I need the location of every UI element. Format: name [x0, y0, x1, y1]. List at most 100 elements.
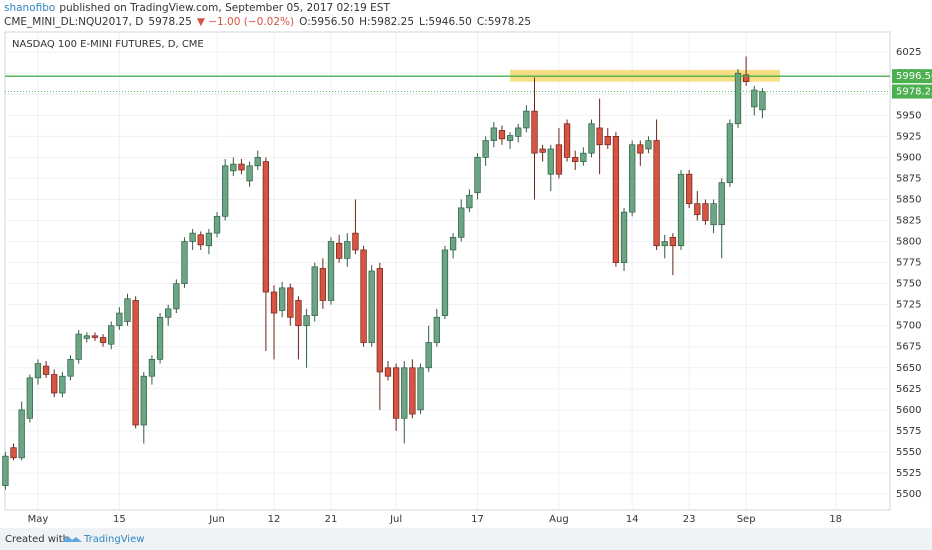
last-price: 5978.25	[148, 16, 191, 28]
x-tick-label: 23	[683, 514, 696, 525]
candle-body	[270, 291, 278, 314]
candle-body	[629, 144, 636, 213]
candle-body	[230, 163, 237, 172]
change: ▼ −1.00 (−0.02%)	[197, 16, 294, 28]
candle-body	[189, 232, 196, 242]
candle-body	[417, 367, 424, 411]
candle-body	[441, 249, 449, 316]
candle-body	[734, 72, 742, 125]
candle-body	[718, 182, 725, 226]
candle-body	[686, 173, 693, 205]
x-tick-label: 14	[626, 514, 639, 525]
candle-body	[539, 148, 546, 153]
candle-body	[352, 232, 359, 251]
candle-body	[392, 367, 400, 419]
candle-body	[604, 136, 611, 146]
candle-body	[254, 157, 261, 167]
candle-body	[384, 367, 392, 377]
candle-body	[751, 89, 758, 108]
candle-body	[148, 359, 156, 377]
candle-body	[482, 140, 489, 158]
low-label: L:5946.50	[419, 16, 472, 28]
y-tick-label: 5775	[896, 258, 921, 269]
candle-body	[34, 363, 42, 379]
level-label: 5978.25	[896, 87, 932, 98]
candle-body	[246, 165, 253, 182]
candle-body	[376, 268, 383, 373]
candle-body	[661, 241, 668, 247]
level-label: 5996.50	[896, 71, 932, 82]
candle-body	[10, 447, 17, 459]
candle-body	[572, 157, 579, 162]
candle-body	[287, 287, 294, 318]
x-tick-label: 15	[113, 514, 126, 525]
candle-body	[458, 207, 465, 238]
candle-body	[702, 203, 709, 221]
candle-body	[99, 337, 107, 343]
y-tick-label: 5500	[896, 489, 921, 500]
candle-body	[531, 110, 538, 154]
candle-body	[319, 268, 327, 301]
y-tick-label: 5750	[896, 279, 921, 290]
candle-body	[637, 144, 644, 154]
candle-body	[91, 335, 99, 338]
candle-body	[42, 365, 50, 375]
y-tick-label: 5525	[896, 468, 921, 479]
candle-body	[156, 316, 164, 360]
candle-body	[165, 308, 172, 318]
y-tick-label: 5925	[896, 131, 921, 142]
y-tick-label: 5825	[896, 216, 921, 227]
y-tick-label: 5625	[896, 384, 921, 395]
candle-body	[262, 161, 270, 293]
candle-body	[205, 232, 213, 247]
chart-title: NASDAQ 100 E-MINI FUTURES, D, CME	[12, 39, 204, 50]
candle-body	[335, 242, 343, 259]
y-tick-label: 5650	[896, 363, 921, 374]
candle-body	[59, 375, 66, 394]
candle-body	[645, 140, 652, 150]
level-label-box	[892, 84, 932, 99]
author[interactable]: shanofibo	[4, 2, 55, 14]
candle-body	[18, 409, 25, 459]
candle-body	[401, 367, 408, 419]
candle-body	[368, 270, 375, 343]
candle-body	[222, 165, 229, 217]
x-tick-label: Aug	[549, 514, 569, 525]
candle-body	[295, 300, 302, 327]
candle-body	[238, 163, 245, 171]
brand[interactable]: TradingView	[83, 534, 144, 545]
y-tick-label: 5900	[896, 152, 921, 163]
candle-body	[449, 236, 457, 251]
candle-body	[612, 136, 620, 263]
y-tick-label: 5725	[896, 300, 921, 311]
candle-body	[474, 157, 481, 194]
candle-body	[197, 234, 204, 246]
candle-body	[515, 127, 522, 137]
candle-body	[694, 203, 701, 215]
candle-body	[26, 377, 33, 419]
symbol: CME_MINI_DL:NQU2017, D	[4, 16, 143, 28]
candle-body	[555, 144, 563, 175]
close-label: C:5978.25	[477, 16, 531, 28]
candle-body	[588, 123, 595, 154]
y-tick-label: 5875	[896, 173, 921, 184]
candle-body	[425, 342, 432, 369]
candle-body	[490, 127, 497, 141]
candle-body	[116, 312, 123, 327]
x-tick-label: 12	[268, 514, 281, 525]
x-tick-label: 18	[829, 514, 842, 525]
candle-body	[140, 375, 147, 426]
candle-body	[620, 211, 628, 263]
x-tick-label: 21	[325, 514, 338, 525]
candle-body	[726, 123, 734, 183]
candle-body	[303, 315, 310, 327]
candle-body	[344, 241, 351, 259]
candle-body	[108, 325, 115, 345]
candle-body	[466, 194, 473, 209]
candle-body	[279, 287, 286, 311]
logo	[62, 536, 82, 542]
candle-body	[547, 148, 554, 175]
candle-body	[75, 333, 82, 360]
